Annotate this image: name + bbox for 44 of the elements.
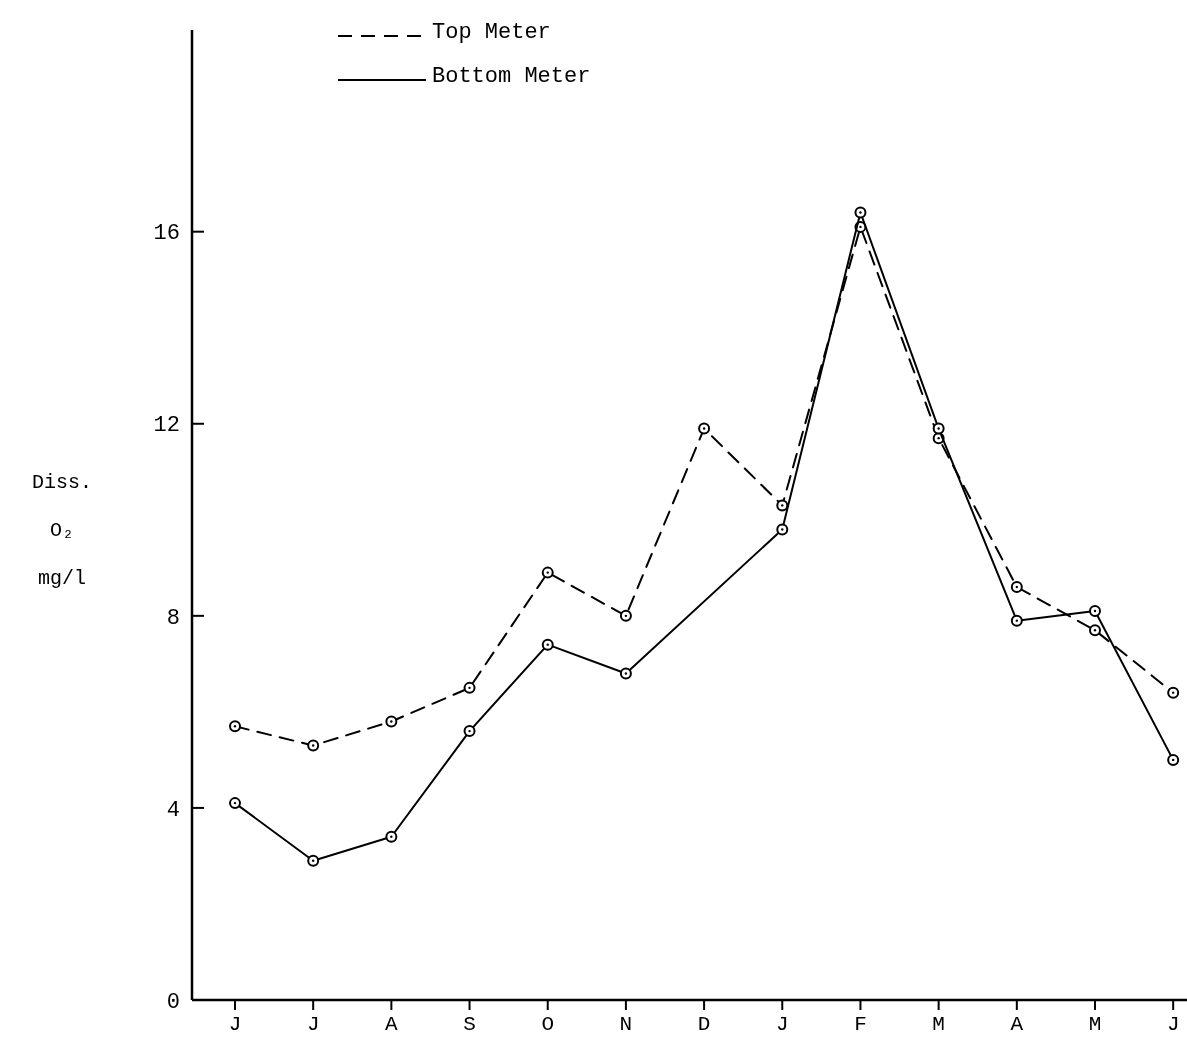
x-tick-label: S	[463, 1013, 476, 1036]
point	[1167, 753, 1180, 766]
point	[307, 739, 320, 752]
x-tick-label: M	[932, 1013, 945, 1036]
point	[1010, 581, 1023, 594]
x-tick-label: M	[1088, 1013, 1102, 1036]
x-tick-label: N	[619, 1013, 633, 1036]
y-tick-label: 16	[153, 221, 180, 247]
point	[776, 499, 789, 512]
x-tick-label: D	[697, 1013, 711, 1036]
point	[541, 566, 554, 579]
point	[385, 715, 398, 728]
point	[1167, 686, 1180, 699]
x-tick-label: J	[306, 1013, 320, 1036]
x-tick-label: J	[775, 1013, 789, 1036]
point	[854, 206, 867, 219]
point	[619, 667, 632, 680]
point	[229, 797, 241, 810]
text: Diss. O₂ mg/l	[31, 471, 93, 590]
point	[1089, 624, 1101, 637]
x-tick-label: O	[541, 1013, 555, 1036]
point	[385, 830, 398, 843]
y-tick-label: 4	[166, 797, 180, 823]
point	[541, 638, 554, 651]
x-tick-label: J	[228, 1013, 242, 1036]
x-tick-label: J	[1166, 1013, 1180, 1036]
y-tick-label: 0	[166, 989, 180, 1015]
x-tick-label: A	[385, 1013, 399, 1036]
point	[1010, 614, 1023, 627]
y-tick-label: 8	[166, 605, 180, 631]
point	[463, 725, 476, 738]
x-tick-label: F	[854, 1013, 867, 1036]
point	[1089, 605, 1101, 618]
point	[932, 422, 945, 435]
point	[307, 854, 320, 867]
point	[698, 422, 711, 435]
legend-label: Top Meter	[432, 20, 551, 46]
point	[229, 720, 241, 733]
y-tick-label: 12	[153, 413, 180, 439]
legend-label: Bottom Meter	[432, 64, 591, 90]
point	[776, 523, 789, 536]
point	[463, 681, 476, 694]
point	[619, 609, 632, 622]
x-tick-label: A	[1010, 1013, 1024, 1036]
